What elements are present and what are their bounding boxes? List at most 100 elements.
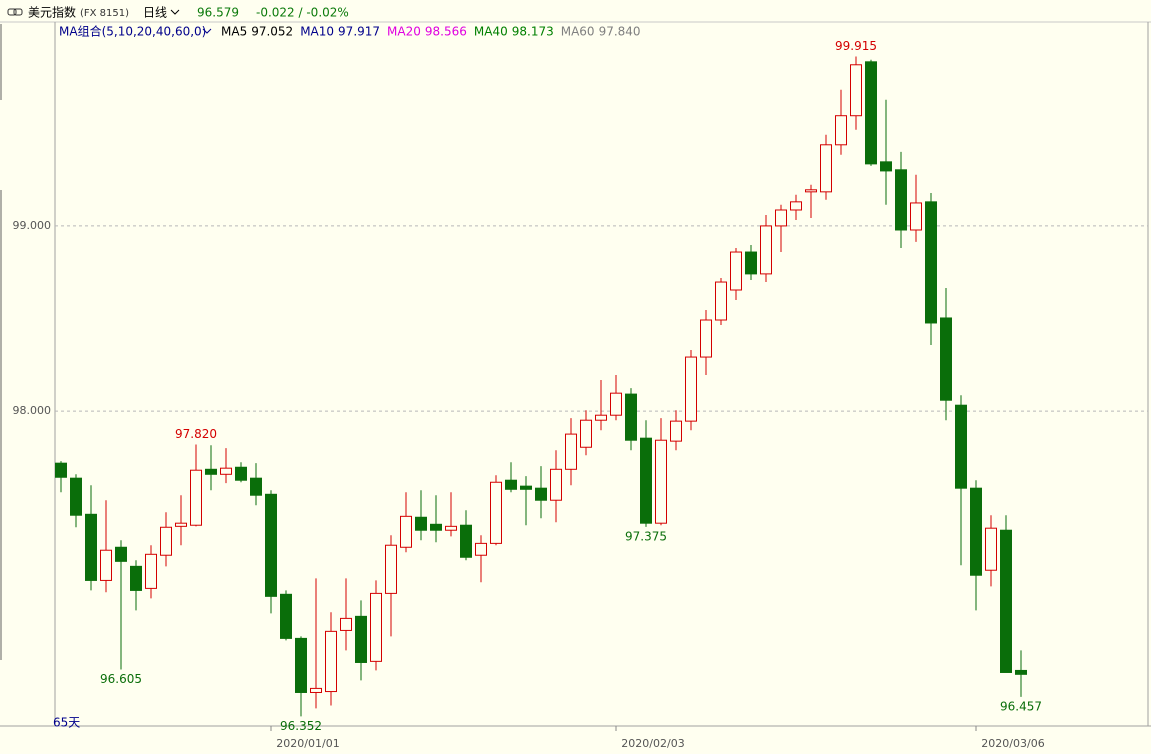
dropdown-arrow[interactable]: [170, 9, 180, 15]
candle-body: [955, 404, 967, 489]
candle-body: [925, 201, 937, 324]
x-tick-label: 2020/02/03: [621, 737, 684, 750]
candle-body: [190, 469, 202, 526]
y-tick-label: 99.000: [13, 219, 52, 232]
candle-body: [910, 202, 922, 231]
extreme-label: 96.352: [280, 719, 322, 733]
ma-name: MA10: [300, 25, 334, 39]
candle-body: [250, 477, 262, 496]
range-label: 65天: [53, 716, 80, 730]
y-tick-label: 98.000: [13, 404, 52, 417]
ma-value: 97.917: [338, 25, 380, 39]
symbol-title: 美元指数: [28, 5, 76, 20]
candle-body: [205, 468, 217, 475]
candle-body: [985, 527, 997, 571]
candle-body: [145, 553, 157, 589]
link-icon[interactable]: [7, 8, 23, 16]
candle-body: [325, 630, 337, 693]
ma-values: MA5 97.052 MA10 97.917 MA20 98.566 MA40 98.173 M…: [221, 25, 641, 39]
ma-name: MA5: [221, 25, 247, 39]
symbol-code: (FX 8151): [80, 8, 129, 19]
extreme-label: 97.820: [175, 427, 217, 441]
candle-body: [220, 467, 232, 475]
candle-body: [580, 419, 592, 448]
candle-body: [415, 516, 427, 531]
candle-body: [445, 525, 457, 531]
candle-body: [670, 420, 682, 442]
icon-part: [13, 8, 23, 16]
candle-body: [895, 169, 907, 231]
candle-body: [355, 615, 367, 663]
candle-body: [490, 481, 502, 544]
candle-body: [715, 281, 727, 321]
candle-body: [700, 319, 712, 358]
candle-body: [310, 687, 322, 693]
candle-body: [460, 524, 472, 558]
candle-body: [100, 549, 112, 581]
extreme-label: 96.605: [100, 672, 142, 686]
candle-body: [535, 487, 547, 501]
candle-body: [130, 565, 142, 591]
candle-body: [820, 144, 832, 193]
candle-body: [235, 466, 247, 481]
candle-body: [970, 487, 982, 576]
candle-body: [400, 515, 412, 548]
candle-body: [850, 64, 862, 117]
candle-body: [775, 209, 787, 227]
candle-body: [370, 592, 382, 662]
ma-name: MA20: [387, 25, 421, 39]
candle-body: [565, 433, 577, 470]
candle-body: [115, 546, 127, 562]
extreme-label: 99.915: [835, 39, 877, 53]
candle-body: [340, 617, 352, 631]
candle-body: [655, 439, 667, 524]
candle-body: [55, 462, 67, 478]
candle-body: [640, 437, 652, 524]
candle-body: [85, 513, 97, 581]
candle-body: [595, 414, 607, 421]
ma-value: 97.840: [599, 25, 641, 39]
candle-body: [805, 189, 817, 193]
icon-part: [7, 8, 17, 16]
period-selector[interactable]: 日线: [143, 6, 167, 20]
candle-body: [1000, 529, 1012, 673]
ma-group[interactable]: MA组合(5,10,20,40,60,0): [59, 24, 206, 39]
candle-body: [475, 542, 487, 556]
x-tick-label: 2020/01/01: [276, 737, 339, 750]
candle-body: [505, 479, 517, 490]
candle-body: [835, 115, 847, 146]
x-tick-label: 2020/03/06: [981, 737, 1044, 750]
candle-body: [625, 393, 637, 441]
price-change: -0.022 / -0.02%: [256, 6, 349, 20]
extreme-label: 97.375: [625, 529, 667, 543]
candle-body: [280, 593, 292, 639]
ma-name: MA60: [561, 25, 595, 39]
candle-body: [745, 251, 757, 275]
candle-body: [685, 356, 697, 422]
extreme-label: 96.457: [1000, 699, 1042, 713]
candle-body: [265, 493, 277, 597]
candle-body: [880, 161, 892, 172]
candle-body: [175, 522, 187, 527]
candle-body: [160, 526, 172, 556]
candle-body: [610, 392, 622, 416]
candle-body: [940, 317, 952, 401]
ma-name: MA40: [474, 25, 508, 39]
ma-value: 98.173: [512, 25, 554, 39]
candle-body: [520, 485, 532, 490]
dropdown-arrow[interactable]: [202, 28, 212, 34]
candle-body: [865, 61, 877, 165]
candle-body: [730, 251, 742, 291]
candle-body: [295, 637, 307, 693]
ma-value: 97.052: [251, 25, 293, 39]
candle-body: [70, 477, 82, 516]
ma-value: 98.566: [425, 25, 467, 39]
candle-body: [790, 201, 802, 211]
last-price: 96.579: [197, 6, 239, 20]
candle-body: [760, 225, 772, 275]
candle-body: [550, 468, 562, 501]
candle-body: [385, 544, 397, 594]
